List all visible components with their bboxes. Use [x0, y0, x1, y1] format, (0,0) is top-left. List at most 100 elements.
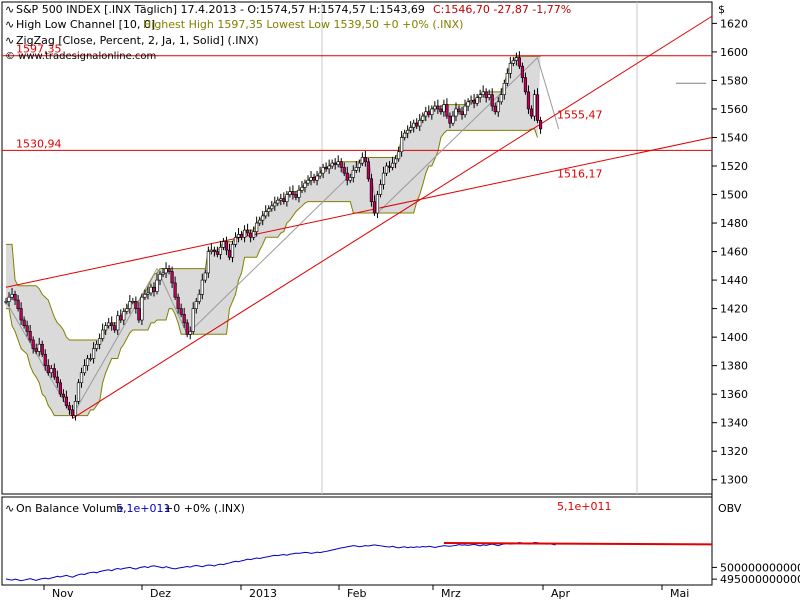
candle-body	[119, 315, 123, 321]
candle-body	[294, 194, 298, 198]
zigzag-icon: ∿	[5, 34, 14, 47]
candle-body	[13, 294, 17, 301]
obv-plot-area: 50000000000004950000000000	[5, 541, 800, 586]
candle-body	[400, 137, 404, 153]
trend-label: 1555,47	[557, 108, 603, 121]
candle-body	[242, 229, 247, 238]
candle-body	[457, 108, 461, 113]
candle-body	[104, 325, 108, 331]
x-tick-label: 2013	[249, 587, 277, 600]
candle-body	[88, 358, 93, 360]
candle-body	[28, 331, 32, 341]
candle-body	[194, 301, 198, 309]
candle-body	[91, 348, 96, 359]
x-tick-label: Mai	[670, 587, 689, 600]
candle-body	[333, 162, 337, 165]
candle-body	[116, 315, 120, 331]
candle-body	[448, 115, 452, 124]
candle-body	[176, 296, 180, 309]
candle-body	[170, 271, 174, 284]
candle-body	[369, 178, 374, 202]
candle-body	[55, 376, 59, 384]
candle-body	[179, 308, 183, 315]
candle-body	[73, 401, 78, 416]
obv-tick-label: 4950000000000	[720, 573, 800, 586]
candle-body	[37, 343, 41, 352]
candle-body	[25, 325, 29, 332]
obv-line	[5, 542, 556, 582]
candle-body	[493, 105, 497, 113]
candle-body	[412, 122, 416, 128]
candle-body	[273, 202, 277, 207]
candle-body	[252, 231, 256, 238]
candle-body	[255, 222, 259, 232]
candle-body	[390, 162, 395, 168]
y-tick-label: 1360	[720, 388, 748, 401]
channel-icon: ∿	[5, 18, 14, 31]
candle-body	[149, 286, 153, 294]
candle-body	[499, 94, 503, 103]
candle-body	[517, 57, 521, 67]
candle-body	[282, 198, 286, 202]
candle-body	[46, 365, 50, 374]
candle-body	[221, 241, 226, 248]
legend: ∿ S&P 500 INDEX [.INX Täglich] 17.4.2013…	[5, 3, 571, 62]
candle-body	[324, 167, 328, 170]
copyright-text: © www.tradesignalonline.com	[5, 51, 156, 62]
candle-body	[345, 172, 349, 181]
channel-fill	[6, 56, 541, 416]
channel-legend-label: High Low Channel [10, 0]	[16, 18, 155, 31]
candle-body	[134, 301, 138, 309]
candle-body	[288, 191, 292, 195]
candle-body	[384, 165, 389, 174]
candle-body	[236, 234, 241, 238]
candle-body	[406, 130, 410, 134]
y-tick-label: 1420	[720, 303, 748, 316]
candle-body	[321, 167, 325, 174]
candle-body	[203, 272, 207, 281]
candle-body	[218, 246, 223, 255]
candle-body	[161, 272, 165, 275]
candle-body	[49, 368, 53, 374]
candle-body	[403, 132, 407, 138]
candle-body	[264, 211, 268, 217]
series-icon: ∿	[5, 3, 14, 16]
candle-body	[442, 104, 446, 113]
obv-legend: ∿ On Balance Volume 5,1e+011 +0 +0% (.IN…	[5, 500, 742, 515]
zigzag-legend-label: ZigZag [Close, Percent, 2, Ja, 1, Solid]…	[16, 34, 259, 47]
candle-body	[502, 82, 506, 95]
candle-body	[155, 279, 159, 292]
candle-body	[212, 249, 216, 252]
candle-body	[300, 187, 304, 191]
candle-body	[526, 91, 531, 110]
level-label: 1597,35	[16, 43, 62, 56]
candle-body	[490, 94, 494, 107]
candle-body	[215, 251, 220, 255]
candle-body	[143, 294, 147, 298]
candle-body	[433, 105, 437, 110]
candle-body	[19, 308, 23, 321]
candle-body	[137, 308, 141, 321]
candle-body	[478, 94, 482, 98]
price-plot-area: 1597,35 1530,94 1555,47 1516,17	[2, 15, 713, 421]
candle-body	[511, 60, 515, 64]
candle-body	[110, 322, 114, 327]
candle-body	[158, 274, 162, 281]
candle-body	[239, 234, 244, 238]
obv-tick-label: 5000000000000	[720, 561, 800, 574]
candle-body	[31, 339, 35, 349]
candle-body	[128, 301, 132, 309]
obv-legend-value: 5,1e+011	[116, 502, 170, 515]
candle-body	[484, 91, 488, 98]
candle-body	[336, 161, 340, 165]
candle-body	[249, 232, 253, 238]
candle-body	[61, 393, 65, 398]
candle-body	[357, 162, 361, 168]
candle-body	[70, 409, 75, 416]
candle-body	[436, 105, 440, 110]
candle-body	[327, 165, 331, 170]
zigzag-line	[5, 56, 560, 417]
candle-body	[285, 194, 289, 202]
candle-body	[95, 343, 99, 349]
currency-label: $	[718, 3, 725, 16]
